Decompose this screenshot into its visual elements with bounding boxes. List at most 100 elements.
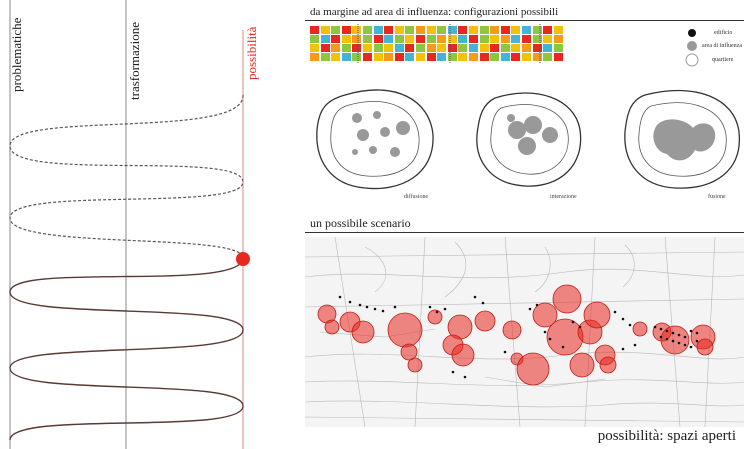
axis-label-problematiche: problematiche xyxy=(9,17,24,92)
grid-swatch xyxy=(405,35,415,43)
grid-swatch xyxy=(469,35,478,43)
grid-swatch xyxy=(458,53,468,61)
grid-swatch xyxy=(405,26,415,34)
grid-swatch xyxy=(553,26,563,34)
axis-label-trasformazione: trasformazione xyxy=(127,22,142,100)
grid-swatch xyxy=(500,35,510,43)
grid-swatch xyxy=(363,44,372,52)
grid-swatch xyxy=(426,53,436,61)
grid-swatch xyxy=(373,53,383,61)
solid-curve xyxy=(9,257,244,441)
grid-swatch xyxy=(511,53,521,61)
grid-swatch xyxy=(426,35,436,43)
grid-swatch xyxy=(479,26,489,34)
scenario-title: un possibile scenario xyxy=(310,216,411,230)
grid-swatch xyxy=(363,53,372,61)
color-grid xyxy=(310,26,566,62)
grid-swatch xyxy=(331,44,341,52)
grid-swatch xyxy=(500,44,510,52)
grid-swatch xyxy=(532,53,542,61)
grid-swatch xyxy=(437,44,447,52)
grid-swatch xyxy=(352,53,362,61)
grid-swatch xyxy=(522,44,531,52)
grid-swatch xyxy=(511,26,521,34)
legend-label-edificio: edificio xyxy=(714,30,733,36)
grid-swatch xyxy=(352,44,362,52)
grid-swatch xyxy=(458,44,468,52)
grid-swatch xyxy=(532,26,542,34)
grid-swatch xyxy=(543,44,553,52)
grid-swatch xyxy=(553,53,563,61)
influence-area-icon xyxy=(687,41,697,51)
grid-swatch xyxy=(320,35,330,43)
grid-swatch xyxy=(320,26,330,34)
grid-swatch xyxy=(458,35,468,43)
grid-swatch xyxy=(394,35,404,43)
grid-swatch xyxy=(373,35,383,43)
grid-swatch xyxy=(511,35,521,43)
grid-swatch xyxy=(320,44,330,52)
grid-swatch xyxy=(479,44,489,52)
grid-swatch xyxy=(341,53,351,61)
grid-swatch xyxy=(522,35,531,43)
grid-swatch xyxy=(341,35,351,43)
case-label-diffusione: diffusione xyxy=(404,194,429,200)
grid-swatch xyxy=(394,26,404,34)
grid-swatch xyxy=(553,35,563,43)
configuration-sketches xyxy=(316,89,740,190)
grid-swatch xyxy=(469,44,478,52)
grid-swatch xyxy=(416,26,425,34)
grid-swatch xyxy=(490,44,500,52)
grid-swatch xyxy=(490,35,500,43)
grid-swatch xyxy=(543,35,553,43)
grid-swatch xyxy=(490,26,500,34)
grid-swatch xyxy=(363,35,372,43)
grid-swatch xyxy=(352,26,362,34)
grid-swatch xyxy=(500,26,510,34)
grid-swatch xyxy=(522,26,531,34)
case-label-interazione: interazione xyxy=(550,194,577,200)
grid-swatch xyxy=(373,26,383,34)
sketch-diffusione xyxy=(316,89,434,190)
grid-swatch xyxy=(416,44,425,52)
grid-swatch xyxy=(532,35,542,43)
grid-swatch xyxy=(320,53,330,61)
grid-swatch xyxy=(447,53,457,61)
building-icon xyxy=(688,29,696,37)
grid-swatch xyxy=(310,53,319,61)
grid-swatch xyxy=(490,53,500,61)
scenario-rule xyxy=(305,232,744,233)
grid-swatch xyxy=(500,53,510,61)
grid-swatch xyxy=(543,26,553,34)
grid-swatch xyxy=(352,35,362,43)
grid-swatch xyxy=(341,44,351,52)
axis-label-possibilita: possibilità xyxy=(244,26,259,80)
grid-swatch xyxy=(394,53,404,61)
grid-swatch xyxy=(405,44,415,52)
grid-swatch xyxy=(437,26,447,34)
grid-swatch xyxy=(416,35,425,43)
grid-swatch xyxy=(437,35,447,43)
grid-swatch xyxy=(447,44,457,52)
grid-swatch xyxy=(458,26,468,34)
grid-swatch xyxy=(310,26,319,34)
grid-swatch xyxy=(511,44,521,52)
grid-swatch xyxy=(426,44,436,52)
grid-swatch xyxy=(394,44,404,52)
grid-swatch xyxy=(310,35,319,43)
grid-swatch xyxy=(447,26,457,34)
grid-swatch xyxy=(363,26,372,34)
grid-swatch xyxy=(469,26,478,34)
dashed-curve xyxy=(9,94,244,259)
grid-swatch xyxy=(447,35,457,43)
grid-dividers xyxy=(357,24,541,64)
grid-swatch xyxy=(384,26,394,34)
grid-swatch xyxy=(310,44,319,52)
legend-label-area: area di influenza xyxy=(702,43,742,49)
scenario-map xyxy=(305,237,744,427)
helix-diagram xyxy=(9,0,250,449)
grid-swatch xyxy=(437,53,447,61)
grid-swatch xyxy=(532,44,542,52)
grid-swatch xyxy=(331,53,341,61)
grid-swatch xyxy=(384,35,394,43)
